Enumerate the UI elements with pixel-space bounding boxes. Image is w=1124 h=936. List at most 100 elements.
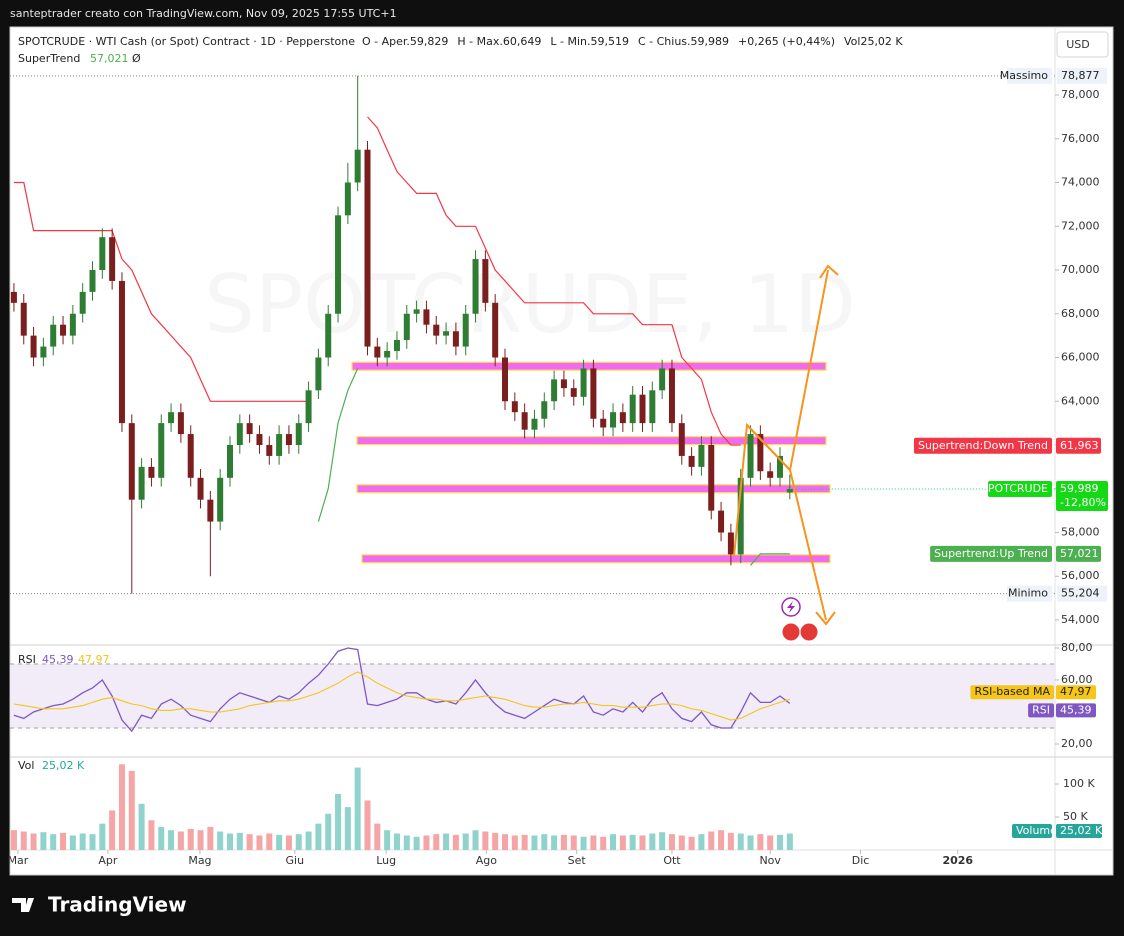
supertrend-value-badge [1056, 437, 1101, 454]
candle-body [777, 455, 783, 478]
y-tick-label: 54,000 [1061, 613, 1100, 626]
candle-body [285, 434, 292, 446]
volume-bar [718, 830, 725, 850]
volume-bar [521, 834, 528, 850]
supertrend-badge [930, 545, 1052, 562]
flag-icon [781, 622, 801, 642]
y-tick-label: 78,000 [1061, 88, 1100, 101]
rsi-badge [1028, 703, 1054, 718]
candle-body [79, 291, 86, 314]
candle-body [452, 331, 459, 347]
ohlc-value: O - Aper.59,829 [362, 35, 448, 48]
candle-body [315, 357, 322, 391]
ohlc-value: +0,265 (+0,44%) [738, 35, 835, 48]
candle-body [128, 423, 135, 500]
volume-bar [177, 831, 184, 850]
candle-body [246, 423, 253, 435]
volume-bar [344, 807, 351, 850]
supertrend-value: 61,963 [1060, 439, 1099, 452]
zone [351, 361, 827, 371]
arrow-path [789, 469, 827, 621]
candle-body [688, 455, 695, 467]
indicator-value: 57,021 [90, 52, 129, 65]
volume-bar [698, 834, 705, 850]
candle-body [197, 477, 204, 500]
candle-body [786, 488, 793, 493]
volume-bar [197, 830, 204, 850]
candle-body [325, 313, 332, 358]
x-tick-label: Apr [98, 854, 118, 867]
arrow-path [746, 424, 791, 471]
volume-tick-label: 50 K [1063, 810, 1088, 823]
volume-bar [452, 834, 459, 850]
candle-body [639, 394, 646, 424]
volume-bar [413, 836, 420, 850]
ohlc-value: Vol25,02 K [844, 35, 903, 48]
max-value-badge [1057, 67, 1107, 84]
rsi-value-badge [1056, 685, 1096, 700]
legend: SPOTCRUDE · WTI Cash (or Spot) Contract … [18, 35, 903, 65]
volume-bar [99, 823, 106, 850]
candle-body [384, 350, 391, 358]
x-tick-label: Dic [852, 854, 870, 867]
volume-bar [60, 832, 67, 850]
volume-bar [305, 831, 312, 850]
last-symbol-badge [988, 480, 1052, 497]
ohlc-value: L - Min.59,519 [550, 35, 629, 48]
rsi-value: 45,39 [1060, 703, 1092, 716]
candle-body [40, 346, 47, 358]
currency-button[interactable] [1056, 31, 1109, 58]
volume-bar [443, 833, 450, 850]
volume-bar [472, 830, 479, 850]
volume-bar [217, 831, 224, 850]
volume-bar [757, 834, 764, 850]
supertrend-line [317, 368, 790, 566]
volume-bar [668, 834, 675, 850]
volume-bar [541, 834, 548, 850]
volume-legend-value: 25,02 K [42, 759, 85, 772]
rsi-line [13, 647, 791, 733]
zone [356, 436, 827, 446]
rsi-badge-name: RSI-based MA [974, 685, 1050, 698]
supertrend-badge-name: Supertrend:Down Trend [918, 439, 1048, 452]
supertrend-badge [913, 437, 1052, 454]
volume-bar [727, 832, 734, 850]
volume-bar [40, 832, 47, 850]
candle-body [109, 237, 116, 281]
candle-body [560, 379, 567, 389]
volume-bar [266, 833, 273, 850]
y-tick-label: 66,000 [1061, 351, 1100, 364]
x-tick-label: Mag [188, 854, 211, 867]
x-tick-label: Giu [286, 854, 305, 867]
volume-bar [187, 828, 194, 850]
volume-bar [295, 834, 302, 850]
candle-body [168, 412, 175, 424]
volume-bar [737, 833, 744, 850]
zone [356, 484, 831, 494]
candle-body [659, 368, 666, 391]
last-value-badge [1056, 480, 1108, 511]
candle-body [747, 434, 754, 478]
currency[interactable]: USD [1066, 38, 1090, 51]
rsi-legend-value: 45,39 [42, 653, 74, 666]
min-value: 55,204 [1061, 587, 1100, 600]
rsi-badge-name: RSI [1032, 703, 1050, 716]
x-tick-label: Set [568, 854, 587, 867]
volume-bar [315, 823, 322, 850]
volume-bar [393, 833, 400, 850]
volume-bar [374, 823, 381, 850]
candle-body [50, 324, 57, 347]
candle-body [276, 434, 283, 456]
candle-body [69, 313, 76, 336]
volume-bar [610, 834, 617, 850]
volume-bar [246, 834, 253, 850]
volume-bar [30, 833, 37, 850]
volume-bar [777, 834, 783, 850]
volume-bar [482, 831, 489, 850]
volume-bar [649, 833, 656, 850]
volume-bar [747, 835, 754, 850]
x-tick-label: Mar [8, 854, 29, 867]
volume-bar [629, 834, 636, 850]
arrow-head [819, 264, 839, 279]
drawing-arrows [733, 264, 839, 626]
